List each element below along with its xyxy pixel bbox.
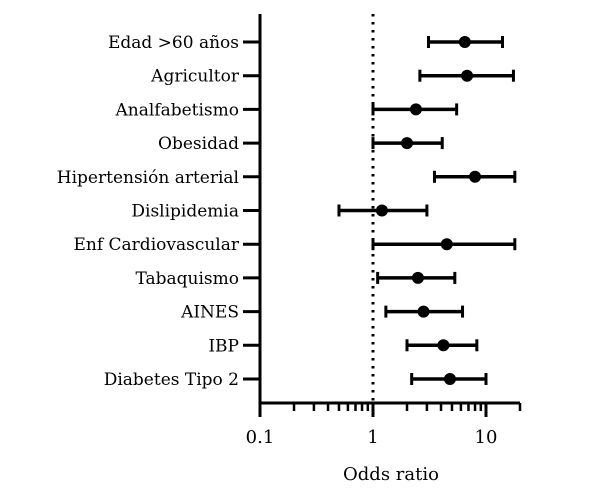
category-label: Edad >60 años bbox=[108, 33, 239, 53]
category-labels: Edad >60 años Agricultor Analfabetismo Obes… bbox=[57, 33, 240, 390]
x-tick-label: 0.1 bbox=[246, 427, 275, 448]
odds-ratio-marks bbox=[337, 36, 517, 385]
odds-ratio-point bbox=[417, 305, 430, 318]
x-axis: 0.1 1 10 bbox=[246, 401, 522, 448]
category-label: Tabaquismo bbox=[135, 269, 239, 289]
odds-ratio-point bbox=[411, 271, 424, 284]
category-label: Diabetes Tipo 2 bbox=[104, 370, 239, 390]
odds-ratio-point bbox=[440, 238, 453, 251]
category-label: Obesidad bbox=[158, 134, 239, 154]
odds-ratio-point bbox=[401, 137, 414, 150]
x-tick-label: 1 bbox=[367, 427, 378, 448]
x-axis-title: Odds ratio bbox=[343, 464, 439, 485]
y-axis bbox=[243, 14, 262, 403]
odds-ratio-point bbox=[458, 36, 471, 48]
odds-ratio-point bbox=[461, 69, 474, 82]
category-label: Hipertensión arterial bbox=[57, 168, 239, 188]
odds-ratio-point bbox=[375, 204, 388, 217]
odds-ratio-point bbox=[437, 339, 450, 352]
category-label: AINES bbox=[180, 303, 239, 323]
category-label: Agricultor bbox=[150, 67, 240, 87]
x-tick-label: 10 bbox=[475, 427, 498, 448]
category-label: Dislipidemia bbox=[131, 202, 239, 222]
category-label: Enf Cardiovascular bbox=[73, 235, 239, 255]
odds-ratio-point bbox=[469, 170, 482, 183]
category-label: Analfabetismo bbox=[114, 100, 239, 120]
category-label: IBP bbox=[208, 336, 239, 356]
odds-ratio-point bbox=[409, 103, 422, 116]
odds-ratio-point bbox=[443, 373, 456, 385]
